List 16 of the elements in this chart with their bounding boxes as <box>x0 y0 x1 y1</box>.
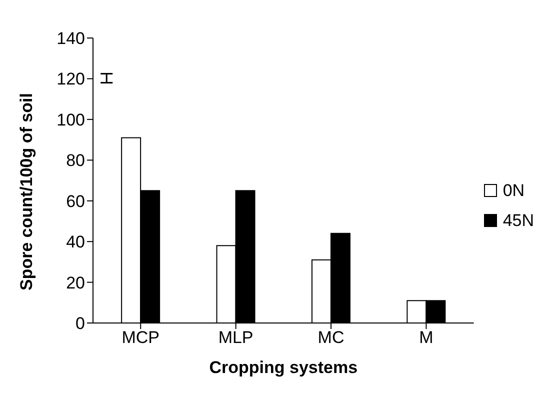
y-tick-label: 60 <box>66 192 85 211</box>
y-tick-label: 0 <box>76 314 85 334</box>
y-tick-label: 120 <box>56 70 85 89</box>
x-tick-label: MCP <box>122 328 160 348</box>
y-tick-label: 140 <box>56 29 85 48</box>
x-tick-label: M <box>419 328 434 348</box>
y-axis-title: Spore count/100g of soil <box>17 93 36 290</box>
y-tick-label: 40 <box>66 232 85 252</box>
legend-label: 0N <box>502 180 525 200</box>
x-tick-label: MLP <box>218 328 254 348</box>
y-tick-label: 100 <box>56 110 85 130</box>
x-tick-label: MC <box>318 328 344 348</box>
legend-label: 45N <box>502 210 534 230</box>
x-axis-title: Cropping systems <box>209 358 358 377</box>
y-tick-label: 20 <box>66 273 85 292</box>
y-tick-label: 80 <box>66 151 85 170</box>
